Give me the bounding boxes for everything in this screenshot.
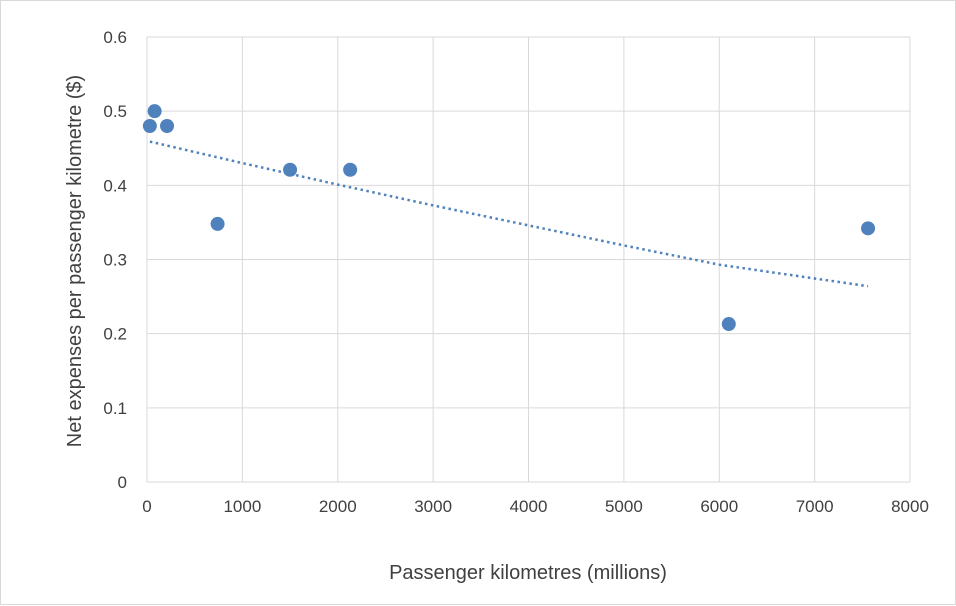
data-point [343, 162, 358, 177]
y-tick-label: 0.2 [103, 325, 127, 344]
x-tick-label: 8000 [891, 497, 929, 516]
y-tick-label: 0.6 [103, 28, 127, 47]
data-point [142, 119, 157, 133]
y-tick-label: 0.1 [103, 399, 127, 418]
x-tick-label: 4000 [510, 497, 548, 516]
trendline [149, 140, 869, 288]
trendline-group [149, 140, 869, 288]
x-tick-label: 6000 [700, 497, 738, 516]
y-axis-ticks: 0 0.1 0.2 0.3 0.4 0.5 0.6 [103, 28, 127, 492]
x-tick-label: 3000 [414, 497, 452, 516]
data-point [283, 162, 298, 177]
data-point [147, 104, 162, 119]
data-point [861, 221, 876, 236]
y-tick-label: 0.5 [103, 102, 127, 121]
data-point [721, 317, 736, 332]
x-axis-title: Passenger kilometres (millions) [389, 562, 667, 584]
data-point [160, 119, 175, 133]
y-tick-label: 0.3 [103, 251, 127, 270]
x-axis-ticks: 0 1000 2000 3000 4000 5000 6000 7000 8000 [142, 497, 929, 516]
x-tick-label: 7000 [796, 497, 834, 516]
y-tick-label: 0.4 [103, 176, 127, 195]
x-tick-label: 5000 [605, 497, 643, 516]
x-tick-label: 2000 [319, 497, 357, 516]
data-points [142, 104, 876, 332]
data-point [210, 216, 225, 231]
gridlines [146, 36, 911, 483]
y-axis-title: Net expenses per passenger kilometre ($) [64, 75, 86, 447]
x-tick-label: 0 [142, 497, 151, 516]
x-tick-label: 1000 [223, 497, 261, 516]
y-tick-label: 0 [118, 473, 127, 492]
